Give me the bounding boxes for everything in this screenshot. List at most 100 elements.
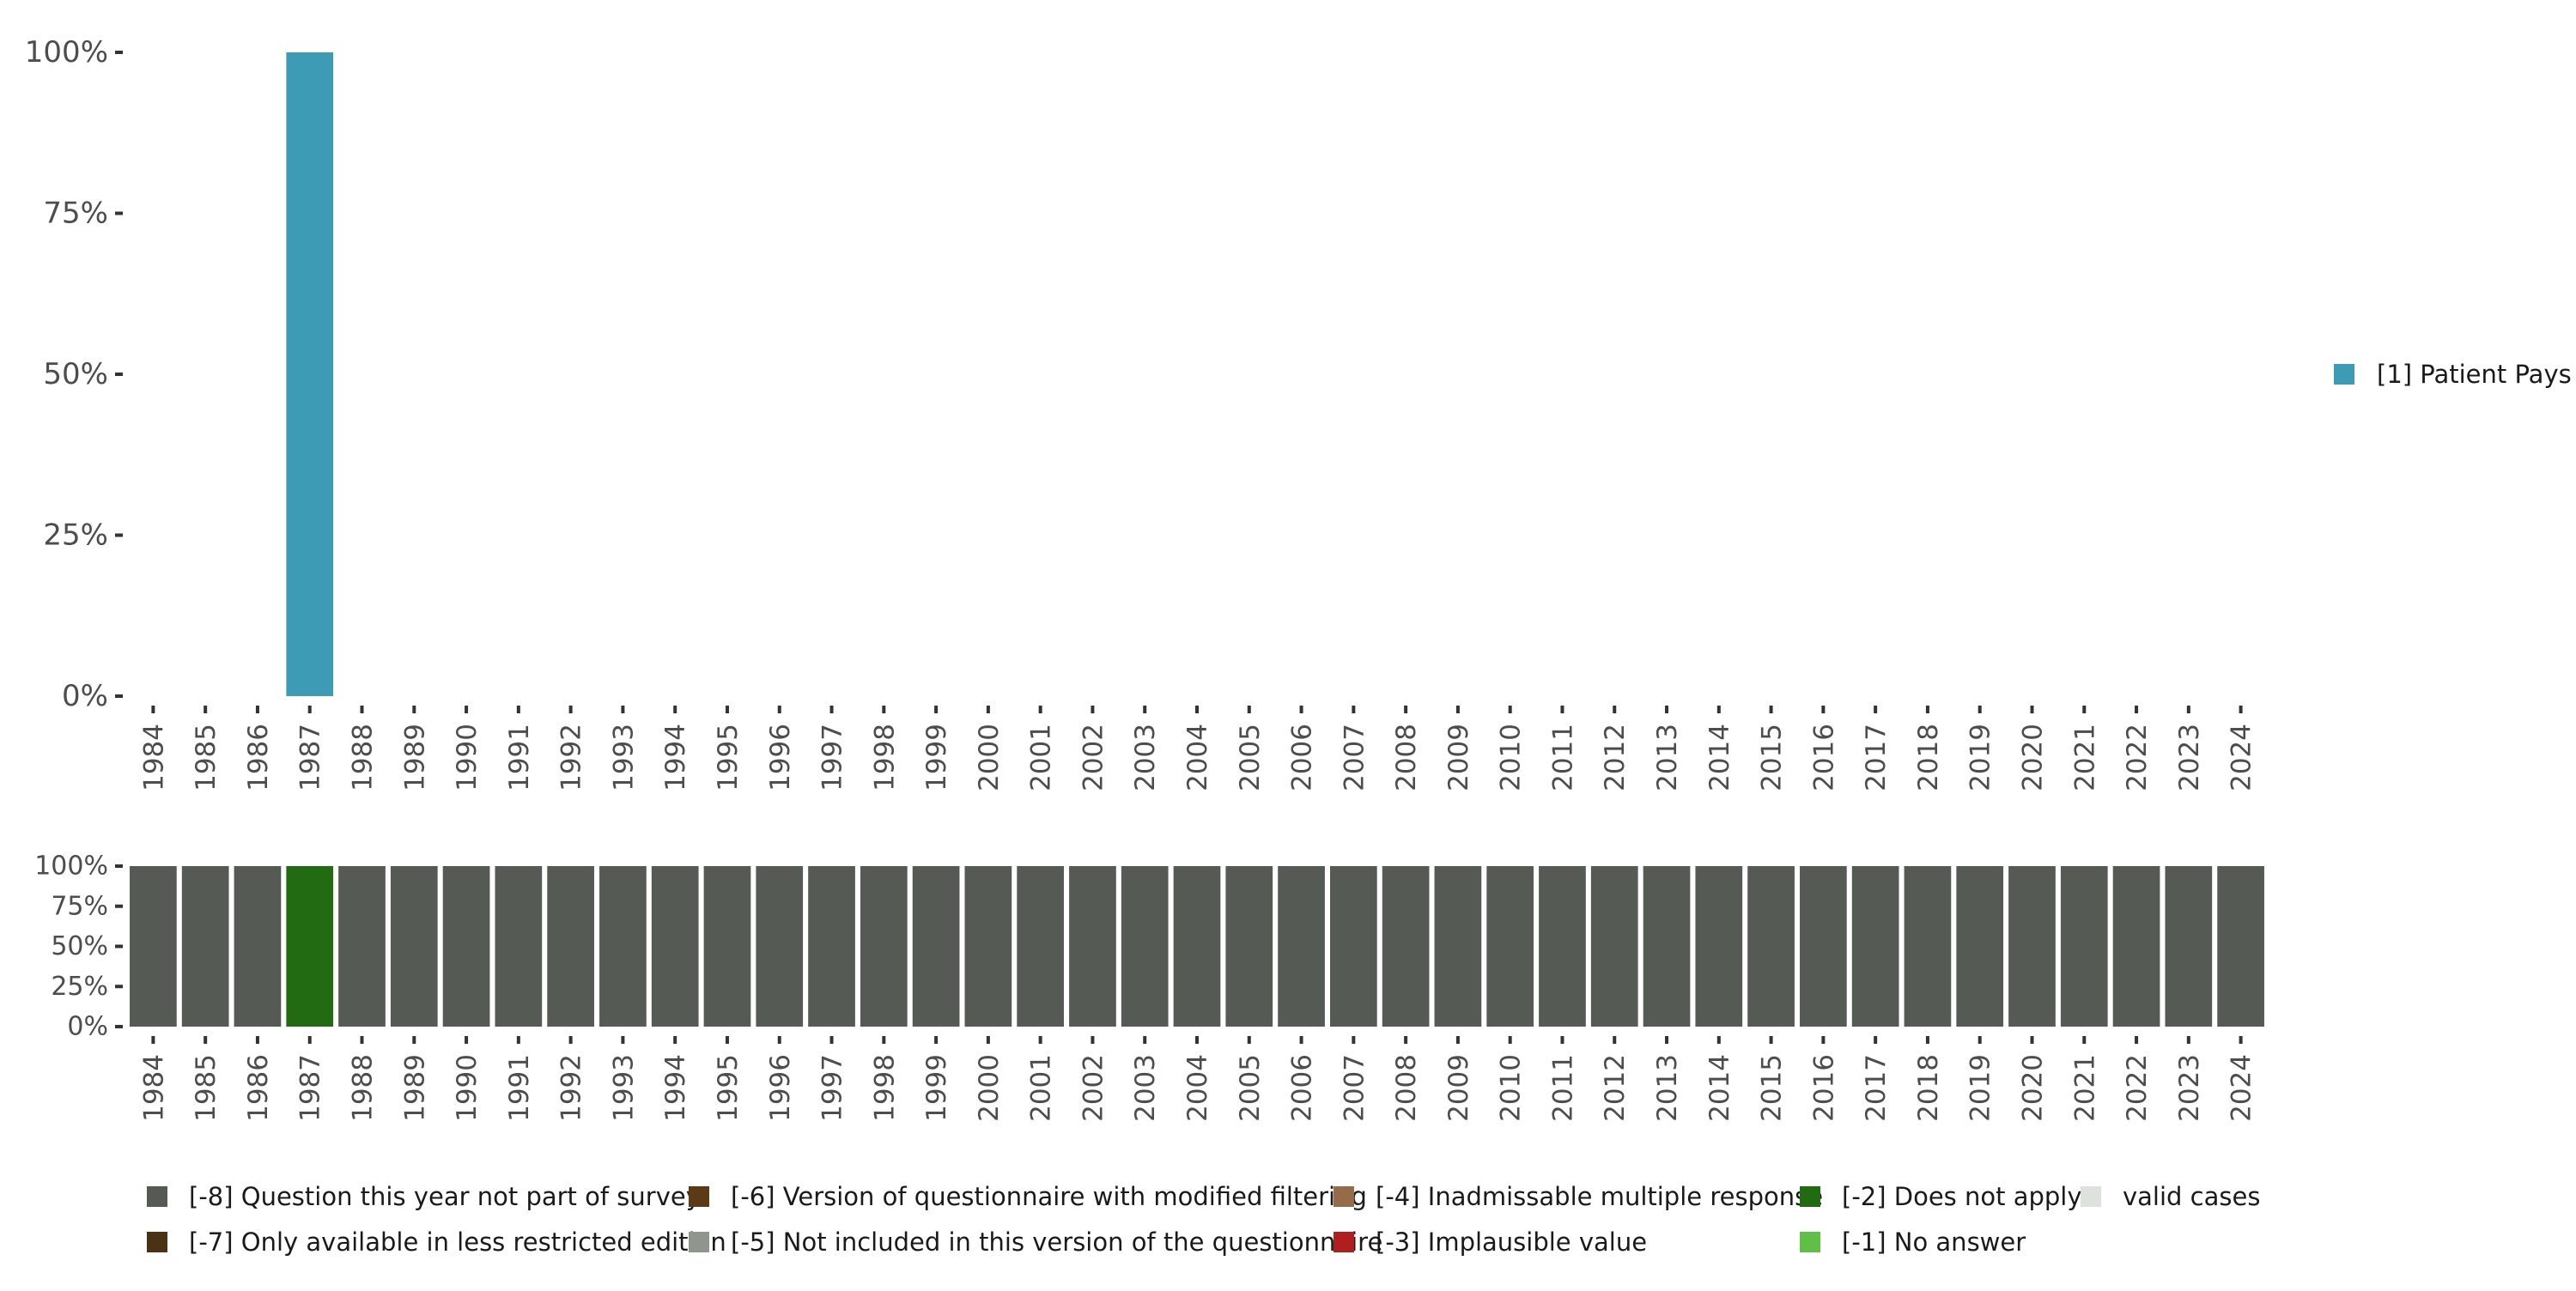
- strip-x-tick-label: 1984: [138, 1054, 169, 1122]
- strip-x-tick-label: 1991: [504, 1054, 535, 1122]
- main-x-tick-label: 2022: [2122, 724, 2153, 791]
- main-x-tick-label: 1989: [399, 724, 430, 791]
- strip-x-tick-label: 1999: [921, 1054, 952, 1122]
- strip-bar: [286, 866, 334, 1027]
- strip-x-tick-label: 2001: [1026, 1054, 1057, 1122]
- legend-label: [-3] Implausible value: [1376, 1227, 1647, 1257]
- main-x-tick-label: 1987: [295, 724, 326, 791]
- main-x-tick-label: 2011: [1547, 724, 1578, 791]
- main-x-tick-label: 2019: [1965, 724, 1996, 791]
- main-x-tick-label: 2012: [1600, 724, 1631, 791]
- main-x-tick-label: 1990: [452, 724, 483, 791]
- strip-bar: [1278, 866, 1325, 1027]
- strip-bar: [130, 866, 177, 1027]
- strip-bar: [1434, 866, 1482, 1027]
- strip-bar: [860, 866, 908, 1027]
- legend-label: [-7] Only available in less restricted e…: [189, 1227, 726, 1257]
- strip-y-tick-label: 0%: [67, 1012, 108, 1042]
- strip-bar: [1904, 866, 1952, 1027]
- strip-bar: [338, 866, 386, 1027]
- strip-bar: [1590, 866, 1638, 1027]
- strip-x-tick-label: 2006: [1287, 1054, 1318, 1122]
- main-x-tick-label: 2007: [1339, 724, 1370, 791]
- main-x-tick-label: 1991: [504, 724, 535, 791]
- strip-bar: [1539, 866, 1586, 1027]
- main-x-tick-label: 2002: [1078, 724, 1109, 791]
- strip-x-tick-label: 2017: [1861, 1054, 1892, 1122]
- strip-bar: [1329, 866, 1377, 1027]
- strip-x-tick-label: 2009: [1443, 1054, 1474, 1122]
- strip-x-tick-label: 1988: [348, 1054, 379, 1122]
- main-x-tick-label: 1998: [869, 724, 900, 791]
- legend-swatch: [147, 1186, 167, 1207]
- strip-x-tick-label: 2024: [2227, 1054, 2257, 1122]
- strip-bar: [2060, 866, 2108, 1027]
- strip-bar: [2112, 866, 2160, 1027]
- strip-bar: [1486, 866, 1534, 1027]
- strip-bar: [495, 866, 543, 1027]
- strip-bar: [756, 866, 804, 1027]
- strip-y-tick-label: 75%: [51, 891, 108, 921]
- strip-bar: [912, 866, 960, 1027]
- strip-bar: [1382, 866, 1430, 1027]
- strip-bar: [964, 866, 1012, 1027]
- strip-x-tick-label: 2002: [1078, 1054, 1109, 1122]
- main-x-tick-label: 2004: [1182, 724, 1213, 791]
- main-x-tick-label: 2009: [1443, 724, 1474, 791]
- main-x-tick-label: 1994: [660, 724, 691, 791]
- legend-label: [-6] Version of questionnaire with modif…: [731, 1182, 1367, 1211]
- strip-bar: [2217, 866, 2264, 1027]
- main-x-tick-label: 2003: [1130, 724, 1161, 791]
- main-x-tick-label: 1997: [817, 724, 848, 791]
- main-y-tick-label: 50%: [43, 357, 108, 391]
- strip-bar: [1225, 866, 1273, 1027]
- main-x-tick-label: 1984: [138, 724, 169, 791]
- main-x-tick-label: 1999: [921, 724, 952, 791]
- strip-bar: [703, 866, 751, 1027]
- main-x-tick-label: 1995: [713, 724, 744, 791]
- strip-bar: [1017, 866, 1065, 1027]
- strip-bar: [1695, 866, 1743, 1027]
- legend-swatch: [147, 1232, 167, 1252]
- strip-x-tick-label: 1998: [869, 1054, 900, 1122]
- main-x-tick-label: 2024: [2227, 724, 2257, 791]
- main-x-tick-label: 1985: [191, 724, 222, 791]
- strip-bar: [599, 866, 647, 1027]
- main-x-tick-label: 1986: [243, 724, 274, 791]
- legend-swatch: [689, 1186, 709, 1207]
- main-x-tick-label: 2008: [1391, 724, 1422, 791]
- main-x-tick-label: 2018: [1913, 724, 1944, 791]
- strip-bar: [1173, 866, 1221, 1027]
- strip-x-tick-label: 2003: [1130, 1054, 1161, 1122]
- strip-x-tick-label: 2019: [1965, 1054, 1996, 1122]
- strip-x-tick-label: 2008: [1391, 1054, 1422, 1122]
- strip-x-tick-label: 2013: [1652, 1054, 1683, 1122]
- strip-x-tick-label: 2023: [2174, 1054, 2205, 1122]
- main-x-tick-label: 2001: [1026, 724, 1057, 791]
- strip-y-tick-label: 100%: [34, 852, 108, 882]
- main-x-tick-label: 2016: [1808, 724, 1839, 791]
- main-x-tick-label: 1988: [348, 724, 379, 791]
- strip-bar: [390, 866, 438, 1027]
- strip-y-tick-label: 50%: [51, 931, 108, 961]
- main-y-tick-label: 100%: [25, 35, 108, 70]
- strip-bar: [181, 866, 229, 1027]
- strip-x-tick-label: 2016: [1808, 1054, 1839, 1122]
- strip-x-tick-label: 1985: [191, 1054, 222, 1122]
- strip-x-tick-label: 2012: [1600, 1054, 1631, 1122]
- legend-label: [-4] Inadmissable multiple response: [1376, 1182, 1823, 1211]
- legend-label: [-5] Not included in this version of the…: [731, 1227, 1382, 1257]
- legend-swatch: [1800, 1186, 1820, 1207]
- main-x-tick-label: 2000: [974, 724, 1005, 791]
- legend-swatch: [1800, 1232, 1820, 1252]
- strip-y-tick-label: 25%: [51, 972, 108, 1002]
- strip-x-tick-label: 2014: [1704, 1054, 1735, 1122]
- legend-swatch: [2081, 1186, 2101, 1207]
- strip-x-tick-label: 1997: [817, 1054, 848, 1122]
- strip-bar: [1747, 866, 1795, 1027]
- main-y-tick-label: 75%: [43, 197, 108, 231]
- strip-bar: [651, 866, 699, 1027]
- strip-x-tick-label: 2007: [1339, 1054, 1370, 1122]
- strip-x-tick-label: 2018: [1913, 1054, 1944, 1122]
